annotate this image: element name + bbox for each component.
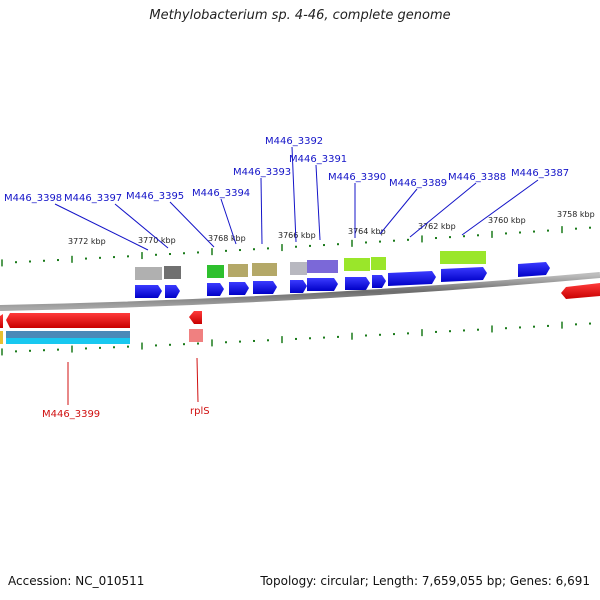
gene-label-m446-3391: M446_3391	[289, 154, 347, 165]
cds-arrow-reverse	[189, 311, 202, 324]
feature-grey	[135, 267, 162, 280]
genome-backbone	[0, 272, 600, 311]
feature-khaki	[228, 264, 248, 277]
upper-tick-ruler	[1, 226, 591, 267]
scale-label: 3764 kbp	[348, 227, 386, 236]
genome-summary-text: Topology: circular; Length: 7,659,055 bp…	[260, 574, 590, 588]
scale-label: 3772 kbp	[68, 237, 106, 246]
feature-yellow-mark	[0, 331, 3, 344]
top-label-leaders	[54, 146, 539, 251]
cds-arrow	[441, 267, 487, 282]
bottom-gene-labels: M446_3399 rplS	[42, 406, 210, 420]
accession-text: Accession: NC_010511	[8, 574, 145, 588]
top-gene-labels: M446_3398 M446_3397 M446_3395 M446_3394 …	[4, 136, 569, 204]
gene-label-m446-3393: M446_3393	[233, 167, 291, 178]
feature-cyan-band	[6, 338, 130, 344]
gene-label-rpls: rplS	[190, 406, 210, 417]
cds-arrow	[135, 285, 162, 298]
gene-label-m446-3399: M446_3399	[42, 409, 100, 420]
feature-dark-grey	[164, 266, 181, 279]
gene-label-m446-3397: M446_3397	[64, 193, 122, 204]
feature-blue-band	[6, 331, 130, 338]
feature-pink	[189, 329, 203, 342]
scale-label: 3766 kbp	[278, 231, 316, 240]
gene-label-m446-3389: M446_3389	[389, 178, 447, 189]
lower-tick-ruler	[1, 321, 591, 356]
cds-arrow-reverse	[561, 283, 600, 299]
gene-label-m446-3395: M446_3395	[126, 191, 184, 202]
scale-label: 3762 kbp	[418, 222, 456, 231]
scale-label: 3758 kbp	[557, 210, 595, 219]
cds-arrow	[372, 275, 386, 288]
cds-arrow	[388, 271, 436, 286]
upper-features	[135, 251, 486, 280]
cds-arrow	[307, 278, 338, 291]
gene-label-m446-3394: M446_3394	[192, 188, 250, 199]
cds-arrow-reverse	[6, 313, 130, 328]
scale-label: 3760 kbp	[488, 216, 526, 225]
scale-label: 3768 kbp	[208, 234, 246, 243]
feature-lime	[371, 257, 386, 270]
cds-arrow	[253, 281, 277, 294]
feature-khaki	[252, 263, 277, 276]
feature-lime	[344, 258, 370, 271]
cds-arrow-reverse	[0, 314, 3, 328]
cds-arrow	[290, 280, 307, 293]
cds-arrow	[207, 283, 224, 296]
map-title: Methylobacterium sp. 4-46, complete geno…	[149, 8, 451, 23]
gene-label-m446-3387: M446_3387	[511, 168, 569, 179]
feature-purple	[307, 260, 338, 273]
gene-label-m446-3392: M446_3392	[265, 136, 323, 147]
gene-label-m446-3398: M446_3398	[4, 193, 62, 204]
forward-cds-track	[135, 262, 550, 298]
bottom-label-leaders	[67, 357, 199, 405]
scale-label: 3770 kbp	[138, 236, 176, 245]
gene-label-m446-3390: M446_3390	[328, 172, 386, 183]
gene-label-m446-3388: M446_3388	[448, 172, 506, 183]
cds-arrow	[518, 262, 550, 277]
cds-arrow	[229, 282, 249, 295]
feature-light-grey	[290, 262, 307, 275]
cds-arrow	[345, 277, 370, 290]
feature-lime	[440, 251, 486, 264]
reverse-cds-track	[0, 283, 600, 344]
scale-labels: 3772 kbp 3770 kbp 3768 kbp 3766 kbp 3764…	[68, 210, 595, 246]
feature-green	[207, 265, 224, 278]
cds-arrow	[165, 285, 180, 298]
